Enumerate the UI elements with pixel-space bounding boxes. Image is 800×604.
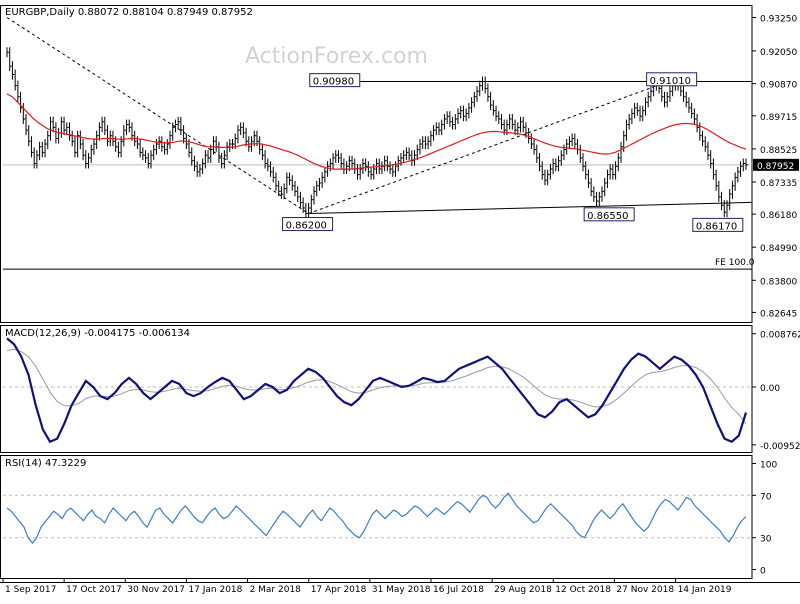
price-y-tick-label: 0.90870: [760, 81, 797, 91]
price-y-tick-label: 0.83800: [760, 277, 797, 287]
price-y-tick-label: 0.86180: [760, 211, 797, 221]
rsi-y-tick-label: 70: [760, 492, 772, 502]
macd-y-tick-label: 0.008762: [760, 331, 800, 341]
rsi-panel-header: RSI(14) 47.3229: [5, 458, 86, 469]
price-y-tick-label: 0.88525: [760, 146, 797, 156]
rsi-y-tick-label: 0: [760, 567, 766, 577]
price-annotation-box: [646, 72, 698, 87]
price-annotation-label: 0.91010: [650, 76, 691, 87]
rsi-line: [6, 492, 747, 544]
moving-average-line: [6, 93, 747, 170]
support-line: [308, 201, 753, 215]
x-tick-label: 1 Sep 2017: [5, 585, 56, 595]
uptrend-line: [308, 79, 673, 215]
price-annotation-box: [692, 217, 744, 232]
price-annotation-box: [282, 217, 334, 232]
x-tick-label: 30 Nov 2017: [127, 585, 185, 595]
rsi-panel-frame: [0, 455, 753, 579]
macd-line: [6, 337, 748, 444]
price-panel-frame: [0, 5, 753, 323]
rsi-y-tick-label: 100: [760, 460, 777, 470]
price-y-tick-label: 0.93250: [760, 15, 797, 25]
price-y-tick-label: 0.92050: [760, 48, 797, 58]
macd-y-tick-label: 0.00: [760, 384, 780, 394]
x-tick-label: 12 Oct 2018: [555, 585, 611, 595]
watermark-text: ActionForex.com: [245, 44, 428, 69]
price-bars-group: [6, 47, 748, 219]
price-annotation-label: 0.86550: [587, 211, 628, 222]
fe-level-label: FE 100.0: [715, 258, 755, 268]
macd-panel-frame: [0, 325, 753, 453]
price-annotation-label: 0.86170: [696, 221, 737, 232]
price-y-tick-label: 0.87335: [760, 179, 797, 189]
x-tick-label: 17 Oct 2017: [66, 585, 122, 595]
x-tick-label: 29 Aug 2018: [494, 585, 552, 595]
price-annotation-box: [309, 73, 361, 88]
macd-panel-header: MACD(12,26,9) -0.004175 -0.006134: [5, 328, 190, 339]
price-annotation-box: [583, 207, 635, 222]
x-tick-label: 16 Jul 2018: [433, 585, 484, 595]
price-annotation-label: 0.90980: [313, 77, 354, 88]
current-price-tag: [753, 158, 799, 171]
price-y-tick-label: 0.82645: [760, 309, 797, 319]
x-tick-label: 17 Apr 2018: [311, 585, 367, 595]
x-tick-label: 31 May 2018: [372, 585, 431, 595]
price-y-tick-label: 0.89715: [760, 113, 797, 123]
x-tick-label: 2 Mar 2018: [250, 585, 302, 595]
price-annotation-label: 0.86200: [286, 221, 327, 232]
price-y-tick-label: 0.84990: [760, 244, 797, 254]
macd-y-tick-label: -0.009522: [760, 442, 800, 452]
price-panel-header: EURGBP,Daily 0.88072 0.88104 0.87949 0.8…: [5, 7, 253, 18]
x-tick-label: 14 Jan 2019: [678, 585, 732, 595]
x-tick-label: 17 Jan 2018: [188, 585, 242, 595]
x-tick-label: 27 Nov 2018: [616, 585, 674, 595]
macd-signal-line: [6, 348, 747, 425]
current-price-label: 0.87952: [757, 162, 794, 172]
rsi-y-tick-label: 30: [760, 535, 772, 545]
